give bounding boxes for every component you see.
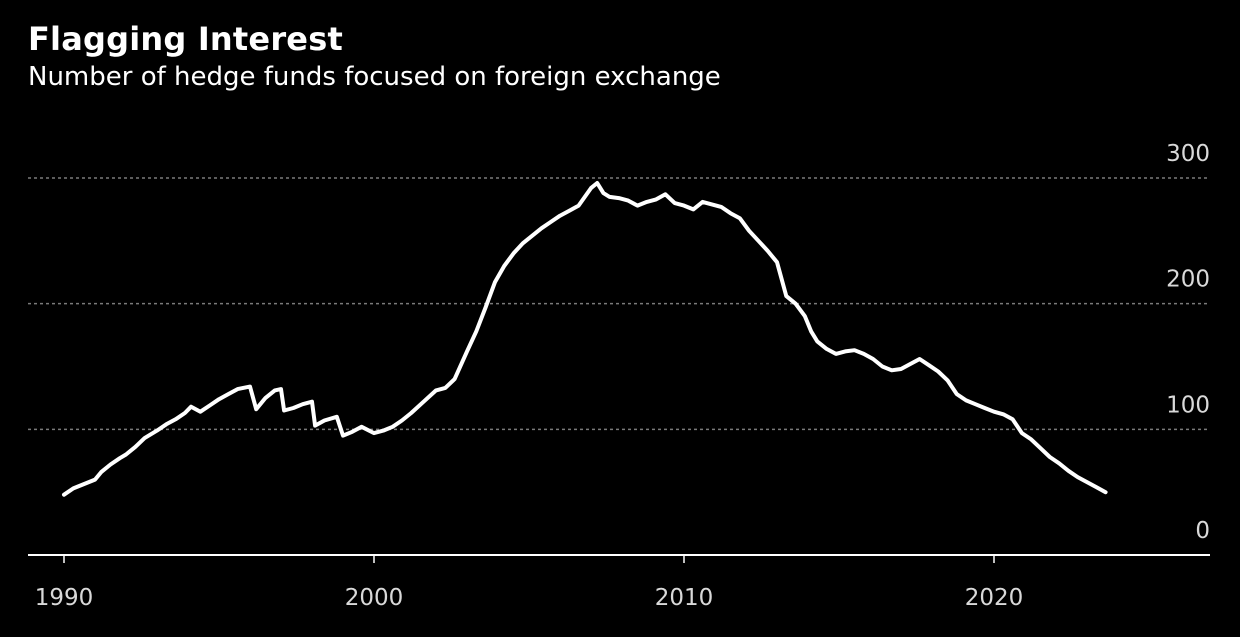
y-tick-label: 300 [1166,141,1210,167]
series-line-0 [62,181,1108,497]
series-layer [62,181,1108,497]
grid-lines [28,177,1210,431]
x-tick-label: 2020 [965,585,1024,611]
y-tick-label: 100 [1166,392,1210,418]
chart-subtitle: Number of hedge funds focused on foreign… [28,62,721,92]
chart-title: Flagging Interest [28,20,343,58]
y-axis-tick-labels: 0 100 200 300 [1166,141,1210,544]
x-axis-tick-labels: 1990 2000 2010 2020 [35,555,1024,611]
y-tick-label: 200 [1166,267,1210,293]
y-tick-label: 0 [1195,518,1210,544]
x-tick-label: 2010 [655,585,714,611]
x-tick-label: 2000 [345,585,404,611]
x-tick-label: 1990 [35,585,94,611]
